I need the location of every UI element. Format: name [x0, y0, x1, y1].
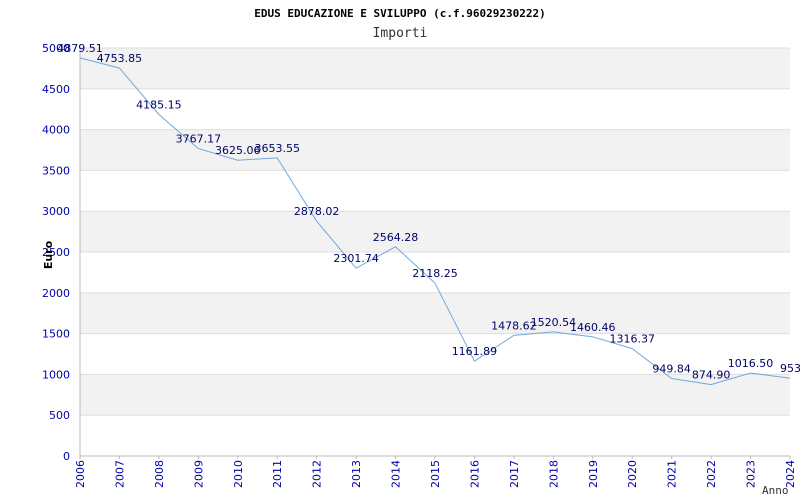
- data-label: 953.0: [780, 362, 800, 375]
- x-tick-label: 2008: [153, 460, 166, 488]
- x-tick-label: 2009: [192, 460, 205, 488]
- x-tick-label: 2010: [232, 460, 245, 488]
- plot-band: [80, 211, 790, 252]
- x-tick-label: 2024: [784, 460, 797, 488]
- x-tick-label: 2006: [74, 460, 87, 488]
- y-tick-label: 1500: [42, 328, 70, 341]
- data-label: 874.90: [692, 369, 731, 382]
- y-tick-label: 3500: [42, 164, 70, 177]
- x-tick-label: 2012: [311, 460, 324, 488]
- data-label: 1016.50: [728, 357, 774, 370]
- y-tick-label: 2000: [42, 287, 70, 300]
- data-label: 3625.06: [215, 144, 261, 157]
- data-label: 2564.28: [373, 231, 419, 244]
- x-tick-label: 2020: [626, 460, 639, 488]
- x-tick-label: 2018: [547, 460, 560, 488]
- data-label: 1161.89: [452, 345, 498, 358]
- x-tick-label: 2014: [390, 460, 403, 488]
- data-label: 1316.37: [609, 333, 655, 346]
- data-label: 2118.25: [412, 267, 458, 280]
- y-tick-label: 4500: [42, 83, 70, 96]
- plot-band: [80, 48, 790, 89]
- y-tick-label: 4000: [42, 124, 70, 137]
- data-label: 2878.02: [294, 205, 340, 218]
- gridlines: [80, 47, 790, 457]
- x-tick-label: 2022: [705, 460, 718, 488]
- y-tick-label: 2500: [42, 246, 70, 259]
- plot-band: [80, 292, 790, 334]
- x-tick-label: 2021: [666, 460, 679, 488]
- y-tick-label: 1000: [42, 368, 70, 381]
- x-tick-label: 2023: [745, 460, 758, 488]
- data-label: 4753.85: [97, 52, 143, 65]
- y-tick-label: 5000: [42, 42, 70, 55]
- data-label: 1520.54: [531, 316, 577, 329]
- data-label: 1460.46: [570, 321, 616, 334]
- data-label: 3653.55: [254, 142, 300, 155]
- series-importi: [79, 57, 791, 386]
- y-tick-label: 0: [63, 450, 70, 463]
- y-axis-label: Euro: [42, 240, 55, 269]
- y-axis-ticks: 0 500 1000 1500 2000 2500 3000 3500 4000 4500 5000: [42, 42, 70, 463]
- data-label: 2301.74: [333, 252, 379, 265]
- x-tick-label: 2007: [113, 460, 126, 488]
- x-tick-label: 2019: [587, 460, 600, 488]
- x-tick-label: 2015: [429, 460, 442, 488]
- data-label: 4185.15: [136, 98, 182, 111]
- y-tick-label: 3000: [42, 205, 70, 218]
- x-axis-ticks: 2006 2007 2008 2009 2010 2011 2012 2013 2014 2015…: [74, 456, 797, 488]
- data-label: 949.84: [652, 362, 691, 375]
- x-tick-label: 2011: [271, 460, 284, 488]
- chart-title: EDUS EDUCAZIONE E SVILUPPO (c.f.96029230…: [254, 7, 545, 20]
- y-tick-label: 500: [49, 409, 70, 422]
- x-tick-label: 2017: [508, 460, 521, 488]
- chart-subtitle: Importi: [373, 26, 428, 41]
- plot-band: [80, 374, 790, 416]
- plot-band: [80, 129, 790, 171]
- x-tick-label: 2013: [350, 460, 363, 488]
- data-label: 3767.17: [176, 133, 222, 146]
- x-axis-label: Anno: [762, 484, 789, 497]
- x-tick-label: 2016: [468, 460, 481, 488]
- data-label: 4879.51: [57, 42, 103, 55]
- series-line: [79, 57, 791, 386]
- data-label: 1478.62: [491, 319, 537, 332]
- plot-background: [80, 48, 790, 416]
